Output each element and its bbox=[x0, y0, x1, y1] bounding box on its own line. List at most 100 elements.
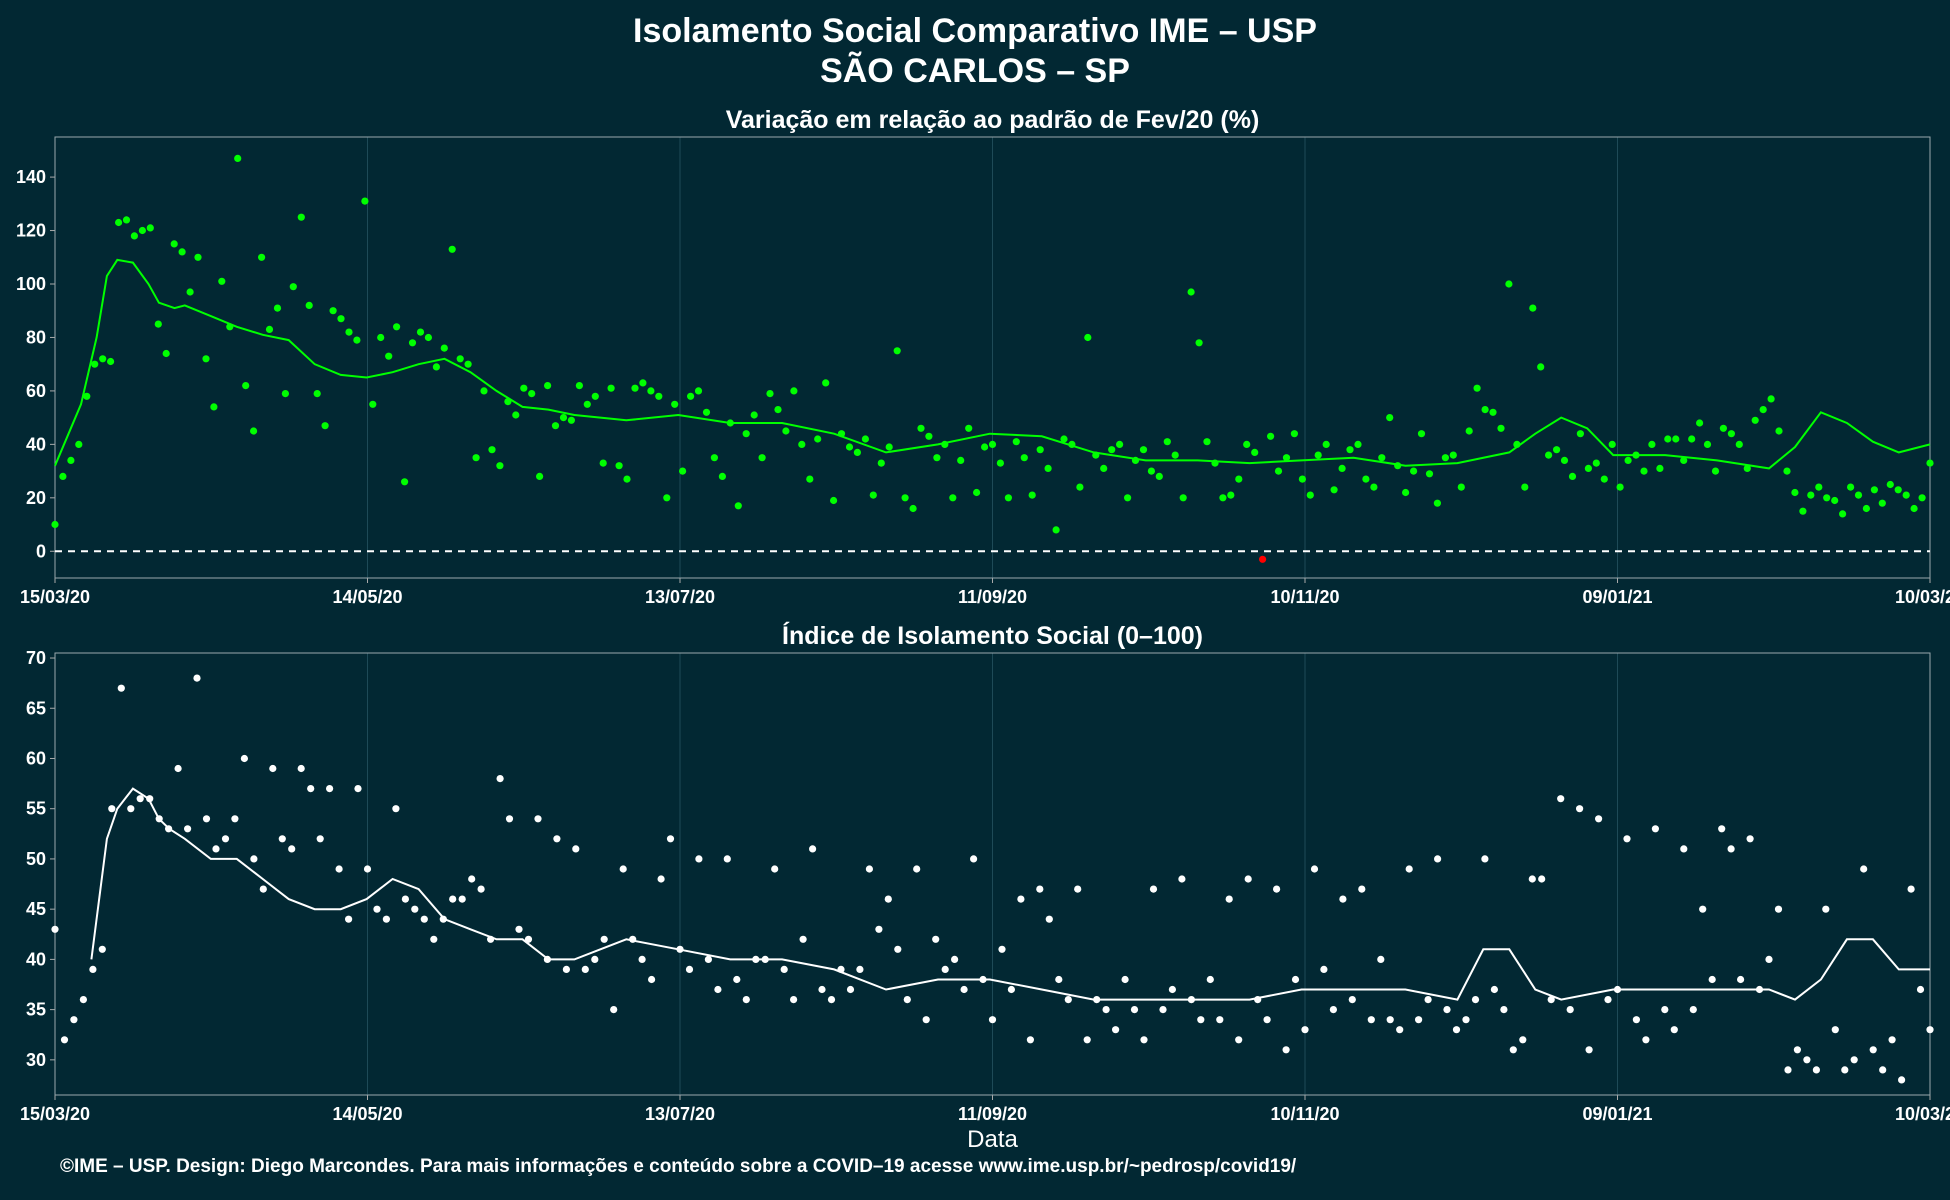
data-point bbox=[1651, 825, 1659, 833]
data-point bbox=[411, 905, 419, 913]
data-point bbox=[922, 1016, 930, 1024]
data-point bbox=[1329, 1006, 1337, 1014]
data-point bbox=[1443, 1006, 1451, 1014]
data-point bbox=[1052, 526, 1060, 534]
data-point bbox=[480, 387, 488, 395]
data-point bbox=[1513, 440, 1521, 448]
data-point bbox=[949, 494, 957, 502]
data-point bbox=[496, 775, 504, 783]
data-point bbox=[193, 674, 201, 682]
main-title: Isolamento Social Comparativo IME – USP bbox=[633, 12, 1317, 50]
data-point bbox=[212, 845, 220, 853]
data-point bbox=[941, 965, 949, 974]
data-point bbox=[138, 226, 146, 235]
data-point bbox=[837, 965, 845, 974]
data-point bbox=[408, 339, 417, 347]
data-point bbox=[51, 520, 59, 529]
data-point bbox=[1521, 483, 1529, 491]
data-point bbox=[734, 502, 742, 510]
data-point bbox=[1680, 845, 1688, 853]
data-point bbox=[1576, 430, 1584, 438]
data-point bbox=[723, 855, 731, 863]
y-tick-label: 20 bbox=[26, 488, 46, 508]
data-point bbox=[1441, 454, 1449, 462]
data-point bbox=[818, 985, 826, 994]
data-point bbox=[733, 975, 741, 984]
data-point bbox=[146, 224, 154, 232]
data-point bbox=[1130, 1006, 1139, 1014]
data-point bbox=[647, 387, 655, 395]
data-point bbox=[599, 459, 607, 467]
data-point bbox=[1774, 905, 1783, 913]
data-point bbox=[51, 925, 59, 933]
data-point bbox=[957, 456, 965, 464]
data-point bbox=[1473, 384, 1481, 392]
data-point bbox=[1490, 985, 1498, 994]
data-point bbox=[67, 456, 75, 464]
data-point bbox=[1187, 288, 1195, 296]
y-tick-label: 65 bbox=[26, 698, 46, 718]
data-point bbox=[1273, 885, 1281, 893]
data-point bbox=[430, 935, 438, 943]
data-point bbox=[543, 955, 552, 964]
data-point bbox=[758, 454, 766, 462]
x-tick-label: 13/07/20 bbox=[645, 1104, 715, 1124]
data-point bbox=[79, 996, 87, 1004]
data-point bbox=[528, 390, 536, 398]
data-point bbox=[326, 785, 334, 793]
data-point bbox=[524, 935, 533, 943]
data-point bbox=[1538, 875, 1546, 883]
data-point bbox=[1425, 470, 1434, 478]
data-point bbox=[1055, 975, 1063, 984]
data-point bbox=[210, 403, 218, 411]
data-point bbox=[1370, 483, 1378, 491]
data-point bbox=[1449, 451, 1457, 459]
data-point bbox=[1886, 480, 1894, 489]
data-point bbox=[1812, 1066, 1820, 1074]
data-point bbox=[583, 400, 591, 408]
data-point bbox=[1553, 446, 1561, 454]
data-point bbox=[1529, 304, 1537, 312]
data-point bbox=[856, 965, 864, 974]
data-point bbox=[496, 462, 504, 470]
data-point bbox=[1661, 1006, 1669, 1014]
data-point bbox=[951, 955, 959, 964]
data-point bbox=[1608, 440, 1616, 448]
data-point bbox=[1314, 451, 1322, 459]
data-point bbox=[714, 985, 722, 994]
data-point bbox=[258, 253, 266, 261]
data-point bbox=[515, 925, 523, 933]
data-point bbox=[884, 895, 892, 903]
main-subtitle: SÃO CARLOS – SP bbox=[820, 52, 1130, 90]
data-point bbox=[1093, 996, 1101, 1004]
data-point bbox=[1566, 1006, 1574, 1014]
data-point bbox=[269, 764, 277, 773]
bottom-chart-indice: Índice de Isolamento Social (0–100) 15/03… bbox=[20, 621, 1950, 1153]
data-point bbox=[1481, 855, 1489, 863]
data-point bbox=[790, 996, 798, 1004]
data-point bbox=[822, 379, 830, 387]
data-point bbox=[1203, 438, 1211, 446]
data-point bbox=[544, 382, 552, 390]
data-point bbox=[1108, 446, 1116, 454]
data-point bbox=[1888, 1036, 1896, 1044]
data-point bbox=[979, 975, 987, 984]
data-point bbox=[853, 448, 862, 456]
data-point bbox=[194, 253, 202, 261]
data-point bbox=[790, 387, 798, 395]
data-point bbox=[1330, 486, 1338, 494]
data-point bbox=[1879, 1066, 1887, 1074]
data-point bbox=[273, 304, 282, 312]
data-point bbox=[1878, 499, 1886, 507]
data-point bbox=[75, 440, 83, 448]
data-point bbox=[108, 805, 116, 813]
data-point bbox=[162, 349, 170, 358]
data-point bbox=[894, 945, 902, 953]
x-tick-label: 10/11/20 bbox=[1270, 1104, 1339, 1124]
data-point bbox=[655, 392, 663, 400]
y-tick-label: 100 bbox=[16, 274, 46, 294]
data-point bbox=[1178, 875, 1186, 883]
data-point bbox=[1791, 488, 1799, 497]
data-point bbox=[809, 845, 817, 853]
data-point bbox=[1083, 1036, 1091, 1044]
